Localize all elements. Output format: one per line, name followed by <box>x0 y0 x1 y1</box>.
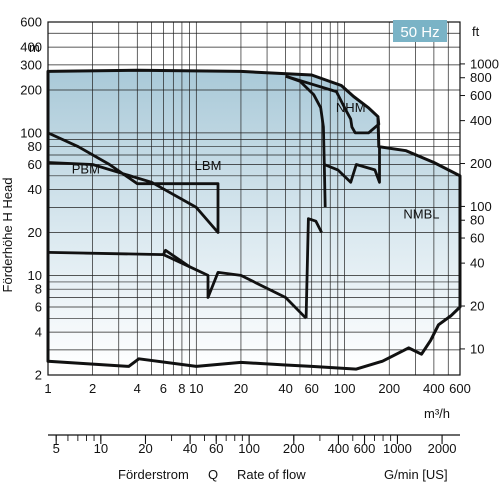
region-label: NHM <box>336 100 366 115</box>
gmin-tick-label: 200 <box>283 441 305 456</box>
region-labels: NMBL NHM LBM PBM <box>72 100 440 222</box>
boundary-line <box>285 74 381 135</box>
boundary-line <box>323 146 381 184</box>
y-right-tick-label: 800 <box>470 70 492 85</box>
x-tick-label: 1 <box>44 381 51 396</box>
y-right-tick-label: 600 <box>470 88 492 103</box>
x-tick-label: 6 <box>160 381 167 396</box>
gmin-tick-label: 400 <box>328 441 350 456</box>
x-axis-tick-labels: 1 2 4 6 8 10 20 40 60 100 200 400 600 <box>44 381 470 396</box>
y-left-tick-label: 4 <box>35 325 42 340</box>
y-left-tick-label: 40 <box>28 182 42 197</box>
x-tick-label: 60 <box>304 381 318 396</box>
y-left-unit-label: m <box>29 40 40 55</box>
y-right-tick-label: 40 <box>470 256 484 271</box>
performance-envelope-outline <box>46 68 462 371</box>
y-left-tick-label: 600 <box>20 15 42 30</box>
y-left-tick-label: 20 <box>28 225 42 240</box>
y-right-tick-label: 60 <box>470 231 484 246</box>
frequency-badge-label: 50 Hz <box>400 24 439 41</box>
y-left-tick-label: 6 <box>35 300 42 315</box>
caption-q: Q <box>208 467 218 482</box>
boundary-line <box>47 251 308 320</box>
gmin-tick-label: 600 <box>354 441 376 456</box>
y-right-tick-label: 1000 <box>470 56 499 71</box>
y-left-tick-label: 8 <box>35 282 42 297</box>
y-left-tick-label: 80 <box>28 139 42 154</box>
y-axis-title: Förderhöhe H Head <box>0 178 15 293</box>
caption-gmin: G/min [US] <box>384 467 448 482</box>
y-right-tick-label: 200 <box>470 156 492 171</box>
performance-envelope-fill <box>48 70 460 370</box>
y-left-tick-label: 2 <box>35 368 42 383</box>
x-tick-label: 400 <box>423 381 445 396</box>
y-left-tick-label: 60 <box>28 157 42 172</box>
x-tick-label: 10 <box>189 381 203 396</box>
boundary-line <box>47 131 220 234</box>
gmin-tick-label: 100 <box>238 441 260 456</box>
gmin-tick-label: 5 <box>53 441 60 456</box>
region-label: NMBL <box>403 207 439 222</box>
x-tick-label: 4 <box>134 381 141 396</box>
gmin-tick-label: 10 <box>94 441 108 456</box>
frequency-badge <box>393 20 447 42</box>
caption-rate-of-flow: Rate of flow <box>237 467 306 482</box>
region-boundary-lines <box>47 74 381 320</box>
x-tick-label: 200 <box>378 381 400 396</box>
x-unit-label: m³/h <box>424 406 450 421</box>
gmin-tick-label: 60 <box>209 441 223 456</box>
y-right-tick-label: 80 <box>470 213 484 228</box>
y-left-tick-label: 200 <box>20 82 42 97</box>
gmin-tick-label: 40 <box>183 441 197 456</box>
x-tick-label: 8 <box>178 381 185 396</box>
gmin-axis-ticks: 5 10 20 40 60 100 200 400 600 1000 2000 <box>53 435 457 456</box>
gmin-tick-label: 20 <box>138 441 152 456</box>
y-left-tick-label: 100 <box>20 125 42 140</box>
boundary-line <box>304 217 323 319</box>
y-right-unit-label: ft <box>472 24 480 39</box>
x-tick-label: 100 <box>334 381 356 396</box>
y-right-tick-label: 400 <box>470 113 492 128</box>
region-label: LBM <box>195 158 222 173</box>
x-tick-label: 20 <box>234 381 248 396</box>
boundary-line <box>162 248 191 268</box>
y-right-tick-label: 100 <box>470 199 492 214</box>
x-tick-label: 40 <box>278 381 292 396</box>
x-tick-label: 600 <box>449 381 471 396</box>
y-left-tick-label: 400 <box>20 40 42 55</box>
region-label: PBM <box>72 161 100 176</box>
y-left-tick-label: 10 <box>28 268 42 283</box>
y-right-tick-label: 20 <box>470 299 484 314</box>
gmin-tick-label: 2000 <box>428 441 457 456</box>
caption-foerderstrom: Förderstrom <box>118 467 189 482</box>
y-left-tick-label: 300 <box>20 57 42 72</box>
gmin-tick-label: 1000 <box>383 441 412 456</box>
y-right-tick-label: 10 <box>470 341 484 356</box>
x-tick-label: 2 <box>89 381 96 396</box>
